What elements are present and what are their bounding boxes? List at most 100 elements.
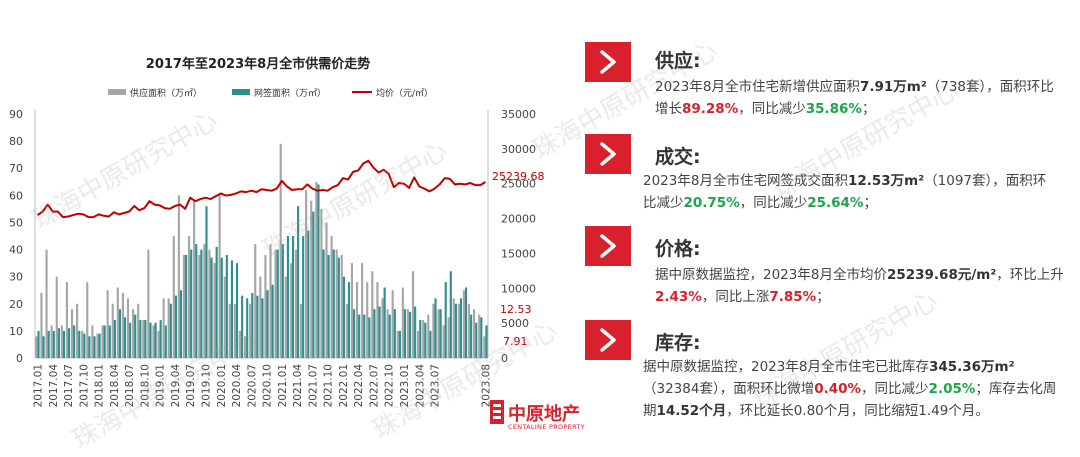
x-axis-tick-label: 2017.07 [63,364,75,407]
x-axis-tick-label: 2021.10 [323,364,335,407]
right-axis-tick-label: 20000 [501,213,536,226]
x-axis-tick-label: 2023.01 [399,364,411,407]
supply-bar [350,263,354,358]
logo-subtext: CENTALINE PROPERTY [508,423,585,431]
sales-bar [67,328,71,358]
supply-bar [467,303,471,358]
sales-bar [470,314,473,358]
supply-bar [233,303,236,358]
left-axis-tick-label: 20 [9,298,23,311]
supply-bar [427,314,430,358]
supply-bar [462,290,465,358]
sales-bar [342,276,345,358]
supply-bar [86,282,89,358]
supply-bar [157,330,160,358]
supply-bar [218,195,221,358]
supply-bar [213,263,216,358]
sales-bar [286,236,289,358]
supply-bar [96,333,99,358]
sales-bar [83,333,86,358]
sales-bar [154,322,157,358]
supply-bar [478,314,481,358]
left-axis-tick-label: 0 [16,352,23,365]
sales-bar [409,311,412,358]
supply-bar [335,249,338,358]
left-axis-tick-label: 80 [9,135,23,148]
supply-bar [106,290,109,358]
right-axis-tick-label: 0 [501,352,508,365]
sales-bar [42,336,45,358]
supply-bar [483,336,486,358]
supply-bar [182,254,186,358]
sales-bar [123,317,127,358]
supply-bar [228,303,231,358]
panel-sales: 成交: 2023年8月全市住宅网签成交面积12.53万m²（1097套），面积环… [585,134,1065,214]
sales-bar [144,320,147,358]
supply-bar [473,309,476,358]
sales-bar [241,295,244,358]
sales-bar [210,257,213,358]
supply-bar [50,325,53,358]
legend-label-sales: 网签面积（万㎡） [254,87,326,99]
x-axis-tick-label: 2018.04 [109,364,121,408]
sales-bar [215,246,218,358]
supply-bar [330,236,333,358]
chevron-right-icon [585,226,631,266]
sales-bar [103,325,106,358]
supply-bar [45,249,48,358]
supply-bar [294,249,298,358]
sales-bar [169,303,172,358]
supply-bar [208,249,211,358]
supply-bar [188,236,191,358]
x-axis-tick-label: 2022.01 [338,364,350,407]
supply-bar [320,208,323,358]
supply-bar [111,303,114,358]
sales-bar [246,298,249,358]
left-axis-tick-label: 60 [9,189,23,202]
panel-title: 价格: [655,238,701,260]
sales-bar [307,230,310,358]
sales-bar [388,314,391,358]
right-axis-tick-label: 35000 [501,108,536,121]
chevron-right-icon [585,320,631,360]
supply-bar [422,320,425,358]
sales-bar [393,309,396,358]
sales-bar [261,298,264,358]
supply-bar [345,303,348,358]
supply-bar [279,143,282,358]
supply-bar [432,303,435,358]
sales-bar [113,320,116,358]
supply-bar [147,249,150,358]
sales-bar [195,244,198,358]
supply-bar [243,336,247,358]
right-axis-tick-label: 30000 [501,143,536,156]
sales-bar [378,306,381,358]
chart-legend: 供应面积（万㎡） 网签面积（万㎡） 均价（元/㎡） [108,87,433,99]
supply-bar [203,244,206,358]
supply-bar [70,309,74,358]
supply-bar [371,271,374,358]
supply-bar [376,282,379,358]
supply-bar [284,276,287,358]
supply-bar [417,330,420,358]
supply-bar [396,330,399,358]
x-axis-tick-label: 2019.10 [201,364,213,407]
sales-bar [439,309,442,358]
sales-bar [276,249,279,358]
supply-bar [361,263,364,358]
x-axis-tick-label: 2021.07 [307,364,319,407]
panel-title: 成交: [655,146,701,168]
supply-bar [142,320,145,358]
panel-text: 2023年8月全市住宅网签成交面积12.53万m²（1097套），面积环比减少2… [643,173,1047,211]
x-axis-tick-label: 2018.07 [124,364,136,407]
legend-label-supply: 供应面积（万㎡） [130,87,202,99]
x-axis-tick-label: 2018.10 [139,364,151,407]
sales-bar [98,333,101,358]
sales-bar [347,282,351,358]
supply-bar [310,200,313,358]
x-axis-tick-label: 2020.10 [262,364,274,407]
supply-bar [452,298,455,358]
sales-bar [159,320,162,358]
supply-bar [259,276,262,358]
sales-bar [62,330,66,358]
